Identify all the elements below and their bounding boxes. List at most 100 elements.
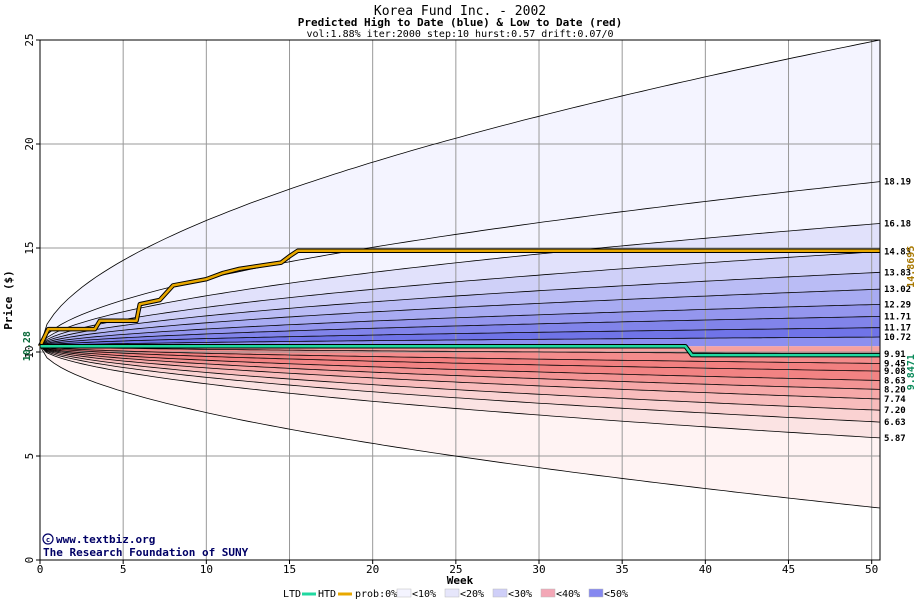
level-label-13: 8.20 xyxy=(884,385,906,395)
legend-prob-label: prob:0% xyxy=(355,589,397,600)
legend-item-0: <10% xyxy=(412,589,436,600)
series-lines xyxy=(37,248,880,358)
band-low-1 xyxy=(40,346,880,364)
contour-14 xyxy=(39,345,881,390)
copyright-icon xyxy=(42,533,54,545)
band-low-6 xyxy=(40,346,880,411)
contour-19 xyxy=(39,345,881,509)
contour-0 xyxy=(39,39,881,347)
level-label-10: 9.45 xyxy=(884,359,906,369)
credit-site: www.textbiz.org xyxy=(56,533,155,546)
legend-item-1: <20% xyxy=(460,589,484,600)
contour-9 xyxy=(39,336,881,347)
legend-item-3: <40% xyxy=(556,589,580,600)
contour-8 xyxy=(39,327,880,347)
contour-6 xyxy=(39,304,881,347)
y-tick-20: 20 xyxy=(23,137,36,150)
contour-11 xyxy=(39,345,880,364)
y-tick-25: 25 xyxy=(23,33,36,46)
legend-item-4: <50% xyxy=(604,589,628,600)
y-tick-0: 0 xyxy=(23,557,36,564)
y-axis-ticks: 0 5 10 15 20 25 xyxy=(23,33,40,563)
y-tick-5: 5 xyxy=(23,453,36,460)
contour-3 xyxy=(39,251,881,347)
contour-12 xyxy=(39,345,881,372)
x-tick-40: 40 xyxy=(699,563,712,576)
credit-org: The Research Foundation of SUNY xyxy=(43,546,249,559)
legend-swatch-3 xyxy=(540,588,556,598)
x-tick-15: 15 xyxy=(283,563,296,576)
copyright-c: c xyxy=(46,536,50,544)
min-ltd-label: 9.8471 xyxy=(906,354,917,390)
contour-16 xyxy=(39,345,881,411)
x-tick-5: 5 xyxy=(120,563,127,576)
level-label-11: 9.08 xyxy=(884,367,906,377)
level-labels: 18.19 16.18 14.83 13.83 13.02 12.29 11.71 11.17… xyxy=(884,178,911,444)
y-tick-10: 10 xyxy=(23,345,36,358)
htd-series xyxy=(38,249,880,347)
band-high-2 xyxy=(40,223,880,347)
contour-5 xyxy=(39,288,881,347)
band-high-9 xyxy=(40,337,880,347)
level-label-12: 8.63 xyxy=(884,376,906,386)
probability-bands xyxy=(40,40,880,508)
level-label-2: 14.83 xyxy=(884,248,911,258)
band-low-9 xyxy=(40,346,880,508)
legend-htd-label: HTD xyxy=(318,589,336,600)
x-tick-20: 20 xyxy=(366,563,379,576)
level-label-17: 5.87 xyxy=(884,434,906,444)
grid-lines xyxy=(40,40,880,560)
legend-items: <10% <20% <30% <40% <50% xyxy=(396,588,628,600)
chart-subtitle: Predicted High to Date (blue) & Low to D… xyxy=(298,16,623,29)
chart-params: vol:1.88% iter:2000 step:10 hurst:0.57 d… xyxy=(306,29,613,40)
legend-swatch-1 xyxy=(444,588,460,598)
level-label-15: 7.20 xyxy=(884,406,906,416)
contour-17 xyxy=(39,345,881,423)
start-price-label: 10.28 xyxy=(22,331,33,361)
x-tick-25: 25 xyxy=(449,563,462,576)
level-label-1: 16.18 xyxy=(884,219,911,229)
level-label-9: 9.91 xyxy=(884,350,906,360)
band-high-5 xyxy=(40,289,880,347)
chart-title: Korea Fund Inc. - 2002 xyxy=(374,4,546,19)
max-htd-label: 14.8695 xyxy=(906,246,917,288)
contour-4 xyxy=(39,271,881,347)
x-tick-10: 10 xyxy=(200,563,213,576)
band-low-5 xyxy=(40,346,880,399)
legend-item-2: <30% xyxy=(508,589,532,600)
x-tick-0: 0 xyxy=(37,563,44,576)
level-label-8: 10.72 xyxy=(884,333,911,343)
band-low-8 xyxy=(40,346,880,438)
legend-swatch-2 xyxy=(492,588,508,598)
band-high-6 xyxy=(40,304,880,347)
contour-15 xyxy=(39,345,881,400)
x-axis-ticks: 0 5 10 15 20 25 30 35 40 45 50 xyxy=(37,560,878,576)
band-low-7 xyxy=(40,346,880,423)
level-label-4: 13.02 xyxy=(884,285,911,295)
level-label-6: 11.71 xyxy=(884,312,911,322)
y-axis-label: Price ($) xyxy=(2,270,15,330)
ltd-series xyxy=(40,344,880,357)
x-tick-50: 50 xyxy=(865,563,878,576)
credits: c www.textbiz.org The Research Foundatio… xyxy=(42,533,249,559)
level-label-3: 13.83 xyxy=(884,268,911,278)
contour-18 xyxy=(39,345,881,439)
x-tick-35: 35 xyxy=(616,563,629,576)
level-label-5: 12.29 xyxy=(884,300,911,310)
plot-frame xyxy=(39,39,881,561)
x-tick-30: 30 xyxy=(532,563,545,576)
band-high-1 xyxy=(40,181,880,347)
x-axis-label: Week xyxy=(447,574,474,587)
legend-ltd-label: LTD xyxy=(283,589,301,600)
level-label-7: 11.17 xyxy=(884,324,911,334)
band-high-7 xyxy=(40,316,880,347)
band-high-0 xyxy=(40,40,880,347)
legend-swatch-0 xyxy=(396,588,412,598)
contour-2 xyxy=(39,223,881,347)
band-low-4 xyxy=(40,346,880,390)
contour-7 xyxy=(39,316,881,347)
band-high-3 xyxy=(40,251,880,347)
contour-13 xyxy=(39,345,881,381)
level-label-16: 6.63 xyxy=(884,418,906,428)
